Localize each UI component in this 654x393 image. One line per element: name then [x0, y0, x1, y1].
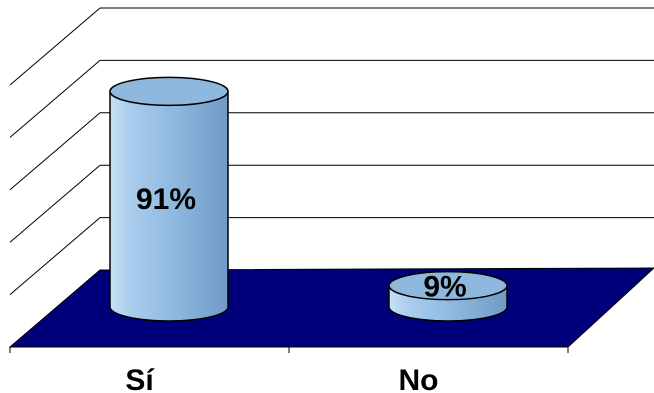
data-label: 91% — [136, 183, 196, 216]
chart-floor — [8, 267, 654, 348]
labels: 91% Sí 9% No — [125, 183, 466, 393]
bars — [109, 76, 508, 322]
gridline-side — [9, 217, 101, 295]
chart-gridlines — [9, 7, 654, 295]
gridline-side — [9, 164, 101, 243]
category-label: Sí — [125, 364, 155, 393]
bar-1 — [109, 76, 229, 322]
gridline-side — [9, 60, 101, 138]
data-label: 9% — [423, 271, 466, 304]
bar-body — [109, 90, 229, 322]
bar-2 — [388, 270, 508, 322]
x-axis — [9, 346, 569, 353]
bar-top — [109, 76, 229, 107]
bar-top — [388, 270, 508, 301]
gridline-side — [9, 112, 101, 191]
gridline-side — [9, 7, 101, 86]
category-label: No — [399, 364, 439, 393]
